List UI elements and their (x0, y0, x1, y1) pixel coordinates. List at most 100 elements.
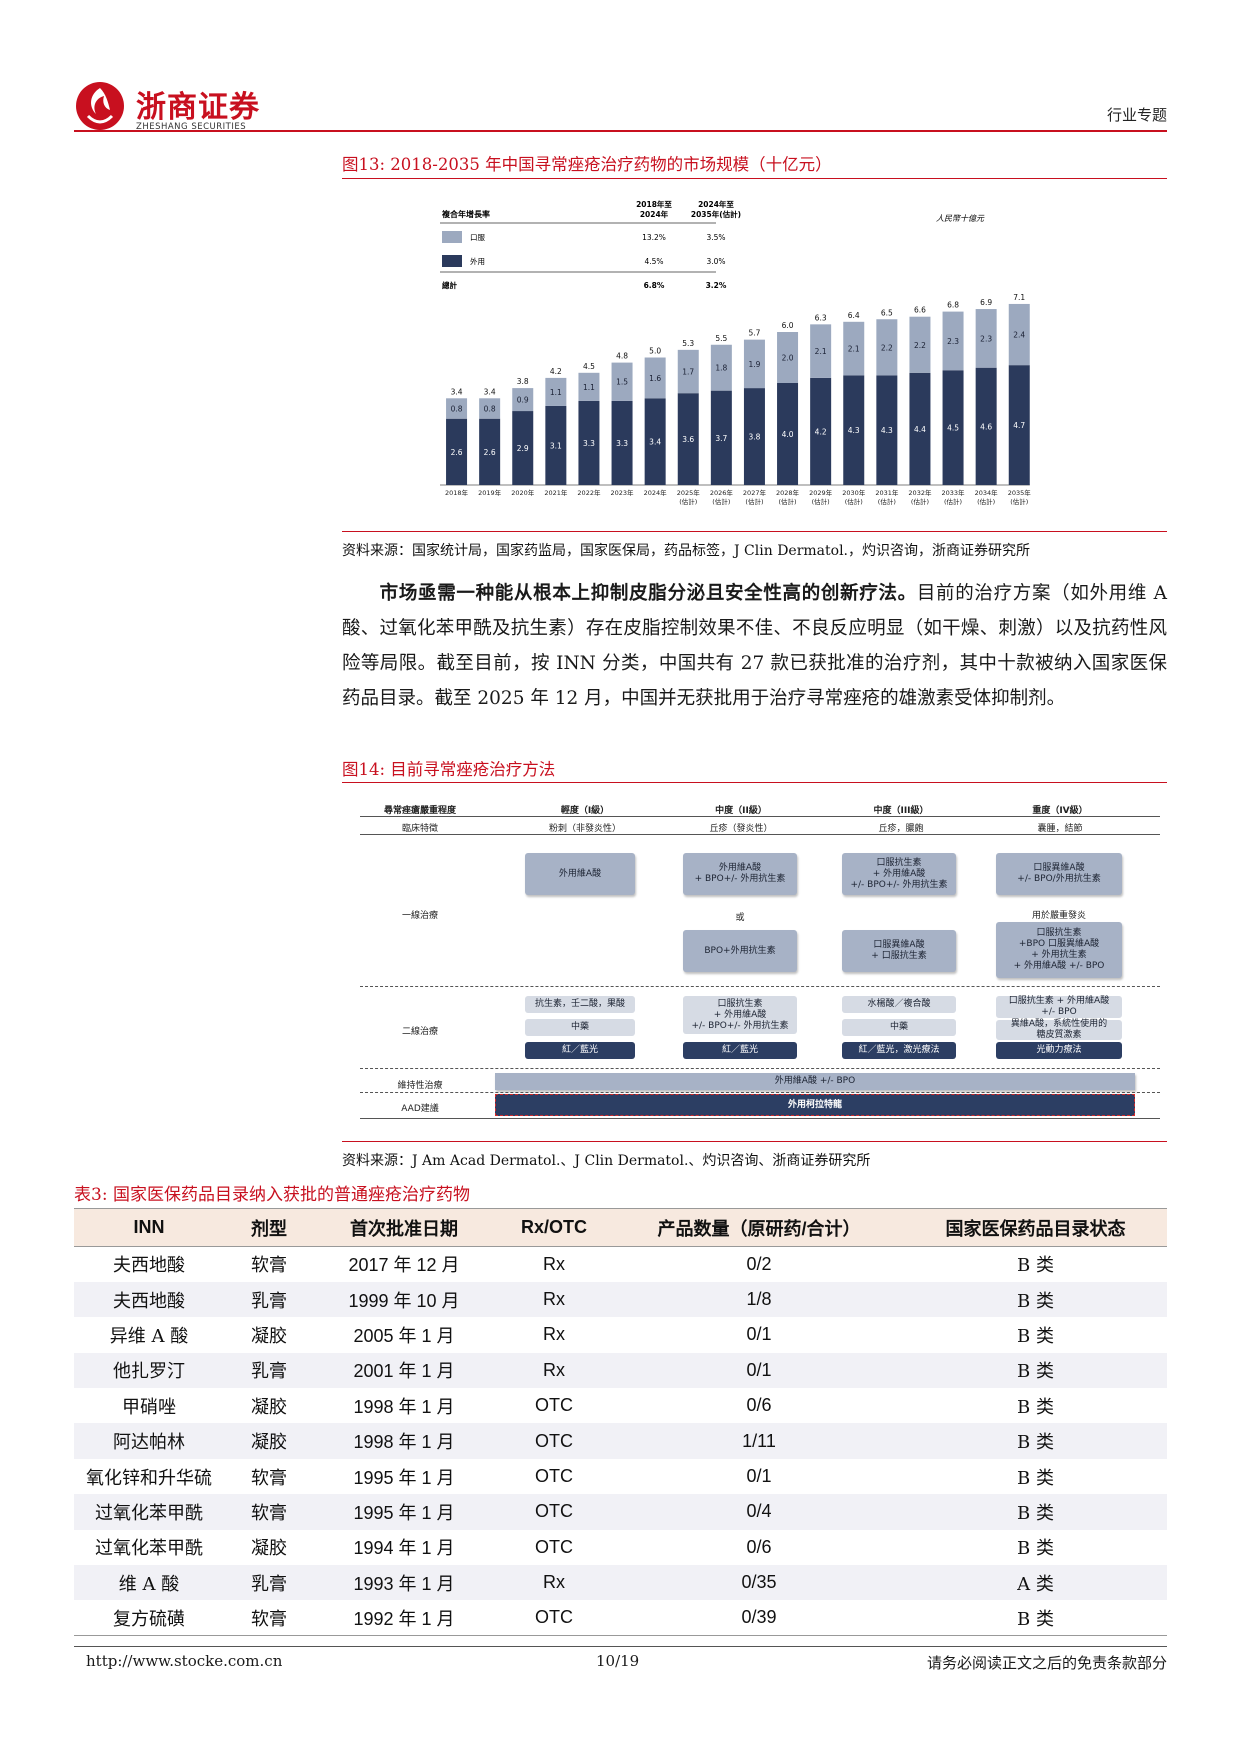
cell-rx: Rx (494, 1352, 614, 1389)
cell-date: 2017 年 12 月 (348, 1255, 460, 1276)
cell-inn: 氧化锌和升华硫 (86, 1467, 212, 1489)
cell-rx: OTC (494, 1600, 614, 1637)
header-severity: 尋常痤瘡嚴重程度 (383, 806, 456, 816)
table-row: 夫西地酸 软膏 2017 年 12 月 Rx 0/2 B 类 (74, 1247, 1167, 1282)
clinical-moderate-2: 丘疹（發炎性） (709, 824, 773, 834)
paragraph-body: 目前的治疗方案（如外用维 A 酸、过氧化苯甲酰及抗生素）存在皮脂控制效果不佳、不… (342, 583, 1167, 709)
second-line-moderate-3c: 紅／藍光，激光療法 (842, 1042, 956, 1059)
bar-topical (1008, 365, 1030, 485)
bar-topical (545, 405, 567, 485)
cell-rx: Rx (543, 1253, 565, 1274)
second-line-mild-c: 紅／藍光 (525, 1042, 635, 1059)
aad-label: AAD建議 (401, 1104, 439, 1114)
second-line-moderate-3a: 水楊酸／複合酸 (842, 996, 956, 1013)
second-line-severe-b: 異維A酸，系統性使用的 糖皮質激素 (996, 1019, 1122, 1040)
bar-label-oral: 2.1 (848, 345, 860, 354)
cell-form: 软膏 (224, 1600, 314, 1637)
cell-date: 1998 年 1 月 (314, 1423, 494, 1459)
cell-count: 1/11 (614, 1423, 904, 1459)
bar-label-topical: 4.5 (947, 424, 959, 433)
cell-date: 1995 年 1 月 (314, 1494, 494, 1530)
first-line-moderate-3b: 口服異維A酸 + 口服抗生素 (842, 930, 956, 972)
bar-oral (909, 316, 931, 373)
bar-label-topical: 4.3 (881, 426, 893, 435)
cell-form: 凝胶 (251, 1396, 287, 1418)
x-tick-label: (估計) (679, 497, 697, 506)
table-row: 异维 A 酸 凝胶 2005 年 1 月 Rx 0/1 B 类 (74, 1317, 1167, 1352)
cagr-period-header: 2035年(估計) (691, 209, 741, 219)
diagram-divider-2 (360, 1068, 1160, 1069)
x-tick-label: 2026年 (710, 488, 734, 497)
diagram-divider-3 (360, 1092, 1160, 1093)
cell-inn: 甲硝唑 (122, 1396, 176, 1418)
cell-status: B 类 (1017, 1467, 1054, 1489)
cagr-period-header: 2024年至 (698, 199, 734, 209)
cell-count: 0/2 (746, 1253, 772, 1274)
bar-label-topical: 4.2 (815, 427, 827, 436)
second-line-severe-a: 口服抗生素 + 外用維A酸 +/- BPO (996, 996, 1122, 1018)
bar-oral (710, 344, 732, 391)
cell-form: 软膏 (224, 1494, 314, 1530)
bar-oral (743, 339, 765, 389)
x-tick-label: (估計) (1010, 497, 1028, 506)
table-row: 夫西地酸 乳膏 1999 年 10 月 Rx 1/8 B 类 (74, 1281, 1167, 1318)
bar-label-oral: 2.2 (914, 341, 926, 350)
bar-total-label: 6.5 (881, 308, 893, 317)
x-tick-label: 2021年 (544, 488, 568, 497)
figure14-bottom-rule (342, 1141, 1167, 1142)
cell-inn: 复方硫磺 (74, 1600, 224, 1637)
cell-count: 0/6 (746, 1536, 772, 1557)
col-approval-date: 首次批准日期 (314, 1208, 494, 1247)
second-line-mild-b: 中藥 (525, 1019, 635, 1036)
cell-form: 软膏 (251, 1467, 287, 1489)
cell-inn: 夫西地酸 (74, 1281, 224, 1318)
bar-label-oral: 2.4 (1013, 331, 1025, 340)
cell-rx: OTC (535, 1536, 573, 1557)
bar-label-topical: 3.3 (583, 439, 595, 448)
bar-label-oral: 1.6 (649, 374, 661, 383)
cell-date: 1994 年 1 月 (353, 1538, 455, 1559)
bar-label-topical: 4.4 (914, 425, 926, 434)
table-row: 氧化锌和升华硫 软膏 1995 年 1 月 OTC 0/1 B 类 (74, 1459, 1167, 1494)
table-row: 他扎罗汀 乳膏 2001 年 1 月 Rx 0/1 B 类 (74, 1352, 1167, 1389)
x-tick-label: 2033年 (942, 488, 966, 497)
cagr-value: 3.0% (706, 257, 725, 266)
cell-rx: Rx (494, 1281, 614, 1318)
bar-label-oral: 2.1 (815, 347, 827, 356)
cell-status: B 类 (904, 1494, 1167, 1530)
cell-count: 0/1 (746, 1324, 772, 1345)
figure13-title: 图13: 2018-2035 年中国寻常痤疮治疗药物的市场规模（十亿元） (342, 155, 832, 174)
bar-topical (644, 398, 666, 485)
bar-label-oral: 1.5 (616, 378, 628, 387)
footer-url[interactable]: http://www.stocke.com.cn (86, 1652, 283, 1670)
aad-recommendation-bar: 外用柯拉特龍 (495, 1094, 1135, 1116)
bar-label-topical: 2.6 (484, 448, 496, 457)
cagr-header-label: 複合年增長率 (441, 209, 490, 219)
bar-label-oral: 0.8 (484, 405, 496, 414)
maintenance-label: 維持性治療 (397, 1081, 443, 1091)
bar-total-label: 5.5 (715, 334, 727, 343)
cell-date: 1992 年 1 月 (314, 1600, 494, 1637)
first-line-severe-a: 口服異維A酸 +/- BPO/外用抗生素 (996, 853, 1122, 895)
cell-inn: 异维 A 酸 (109, 1325, 189, 1347)
bar-label-oral: 1.1 (550, 388, 562, 397)
bar-label-topical: 4.0 (782, 430, 794, 439)
page-header: 浙商证券 ZHESHANG SECURITIES 行业专题 (74, 76, 1167, 132)
figure13-bottom-rule (342, 531, 1167, 532)
bar-total-label: 6.9 (980, 298, 992, 307)
table-row: 甲硝唑 凝胶 1998 年 1 月 OTC 0/6 B 类 (74, 1388, 1167, 1423)
cell-form: 乳膏 (224, 1352, 314, 1389)
cell-form: 乳膏 (224, 1281, 314, 1318)
bar-oral (512, 388, 534, 412)
cell-status: B 类 (1017, 1255, 1054, 1277)
cell-form: 软膏 (251, 1255, 287, 1277)
bar-oral (942, 311, 964, 371)
cell-form: 凝胶 (224, 1423, 314, 1459)
bar-topical (578, 400, 600, 485)
cell-inn: 过氧化苯甲酰 (74, 1494, 224, 1530)
cell-status: A 类 (904, 1565, 1167, 1601)
cagr-value: 3.2% (706, 281, 727, 290)
bar-label-topical: 3.4 (649, 438, 661, 447)
cell-count: 0/1 (614, 1352, 904, 1389)
cell-date: 1993 年 1 月 (314, 1565, 494, 1601)
